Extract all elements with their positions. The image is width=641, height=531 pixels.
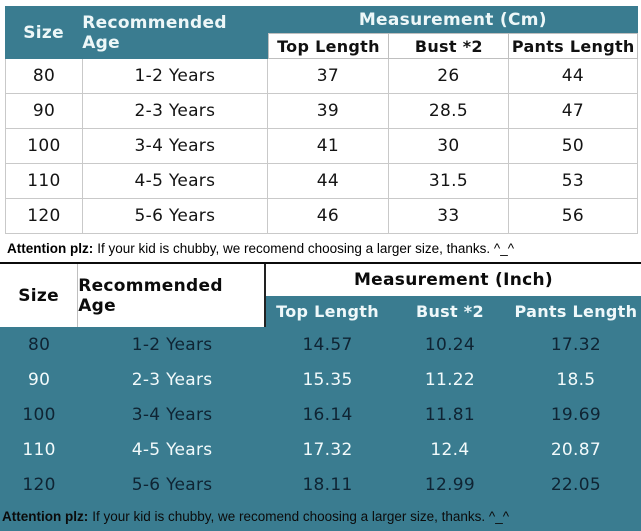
cm-pants-cell: 47 [561,101,585,121]
inch-top-cell: 18.11 [302,474,353,495]
inch-top-cell: 17.32 [302,439,353,460]
inch-table-body: 80 1-2 Years 14.57 10.24 17.32 90 2-3 Ye… [0,327,641,502]
inch-pants-cell: 18.5 [556,369,596,390]
table-row: 100 3-4 Years 41 30 50 [6,129,637,164]
note-text: If your kid is chubby, we recomend choos… [92,509,510,524]
cm-header-measurement: Measurement (Cm) [267,6,638,33]
inch-size-cell: 120 [22,474,56,495]
inch-age-cell: 1-2 Years [131,334,213,355]
note-text: If your kid is chubby, we recomend choos… [97,240,515,256]
cm-header-bust: Bust *2 [389,33,510,59]
cm-size-cell: 120 [6,199,83,233]
table-row: 120 5-6 Years 18.11 12.99 22.05 [0,467,641,502]
inch-header-pants-length: Pants Length [510,296,641,327]
cm-age-cell: 2-3 Years [83,94,268,128]
cm-age-cell: 3-4 Years [83,129,268,163]
cm-table-body: 80 1-2 Years 37 26 44 90 2-3 Years 39 28… [5,59,638,234]
inch-bust-cell: 11.81 [424,404,476,425]
inch-header-age: Recommended Age [78,264,266,327]
cm-pants-cell: 53 [561,171,585,191]
cm-pants-cell: 44 [561,66,585,86]
inch-top-cell: 14.57 [302,334,353,355]
inch-size-cell: 100 [22,404,56,425]
inch-size-cell: 110 [22,439,56,460]
table-row: 110 4-5 Years 17.32 12.4 20.87 [0,432,641,467]
cm-bust-cell: 26 [389,59,509,93]
cm-bust-cell: 31.5 [389,164,509,198]
inch-bust-cell: 10.24 [424,334,476,355]
table-row: 120 5-6 Years 46 33 56 [6,199,637,234]
inch-top-cell: 16.14 [302,404,353,425]
cm-size-cell: 100 [6,129,83,163]
inch-age-cell: 5-6 Years [131,474,213,495]
cm-age-cell: 1-2 Years [83,59,268,93]
cm-top-cell: 44 [268,164,389,198]
inch-pants-cell: 17.32 [550,334,601,355]
inch-pants-cell: 19.69 [550,404,601,425]
cm-header-top-length: Top Length [267,33,390,59]
inch-age-cell: 3-4 Years [131,404,213,425]
inch-header-size: Size [0,264,79,327]
cm-size-cell: 90 [6,94,83,128]
note-prefix: Attention plz: [7,240,94,256]
cm-top-cell: 46 [268,199,389,233]
table-row: 80 1-2 Years 37 26 44 [6,59,637,94]
cm-table: Size Recommended Age Measurement (Cm) To… [5,6,638,262]
inch-pants-cell: 22.05 [550,474,601,495]
inch-size-cell: 80 [27,334,51,355]
table-row: 90 2-3 Years 39 28.5 47 [6,94,637,129]
inch-age-cell: 4-5 Years [131,439,213,460]
cm-top-cell: 41 [268,129,389,163]
inch-bust-cell: 12.4 [430,439,470,460]
inch-bust-cell: 12.99 [424,474,476,495]
table-row: 90 2-3 Years 15.35 11.22 18.5 [0,362,641,397]
cm-pants-cell: 56 [561,206,585,226]
table-row: 80 1-2 Years 14.57 10.24 17.32 [0,327,641,362]
cm-size-cell: 110 [6,164,83,198]
cm-attention-note: Attention plz: If your kid is chubby, we… [5,234,638,262]
inch-table: Size Recommended Age Measurement (Inch) … [0,262,641,531]
cm-table-header: Size Recommended Age Measurement (Cm) To… [5,6,638,59]
inch-header-top-length: Top Length [266,296,390,327]
cm-bust-cell: 28.5 [389,94,509,128]
cm-header-size: Size [5,6,83,59]
inch-pants-cell: 20.87 [550,439,601,460]
inch-header-measurement: Measurement (Inch) [266,264,641,296]
cm-age-cell: 5-6 Years [83,199,268,233]
inch-bust-cell: 11.22 [424,369,476,390]
cm-bust-cell: 30 [389,129,509,163]
table-row: 110 4-5 Years 44 31.5 53 [6,164,637,199]
cm-header-age: Recommended Age [82,6,268,59]
inch-top-cell: 15.35 [302,369,353,390]
inch-size-cell: 90 [27,369,51,390]
cm-top-cell: 39 [268,94,389,128]
inch-table-header: Size Recommended Age Measurement (Inch) … [0,264,641,327]
inch-header-bust: Bust *2 [389,296,511,327]
cm-top-cell: 37 [268,59,389,93]
table-row: 100 3-4 Years 16.14 11.81 19.69 [0,397,641,432]
cm-size-cell: 80 [6,59,83,93]
cm-bust-cell: 33 [389,199,509,233]
cm-header-pants-length: Pants Length [509,33,638,59]
inch-attention-note: Attention plz: If your kid is chubby, we… [0,502,641,531]
cm-age-cell: 4-5 Years [83,164,268,198]
note-prefix: Attention plz: [2,509,89,524]
cm-pants-cell: 50 [561,136,585,156]
inch-age-cell: 2-3 Years [131,369,213,390]
